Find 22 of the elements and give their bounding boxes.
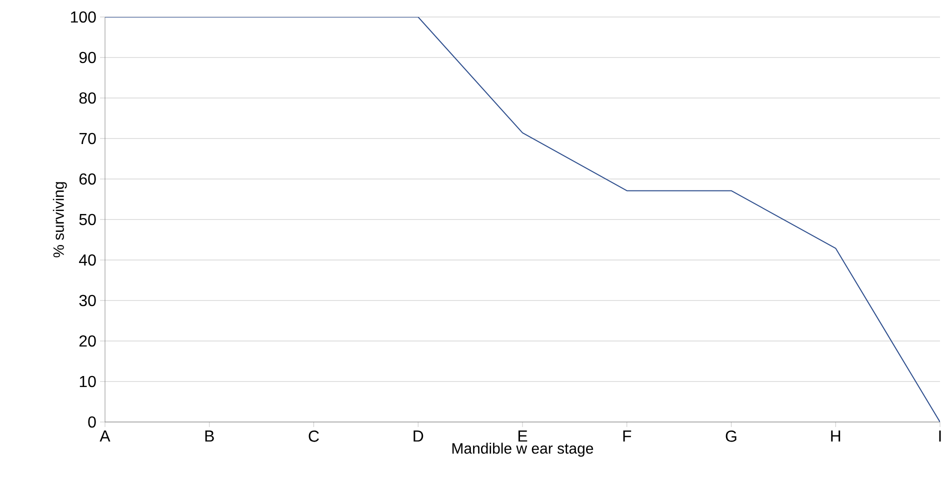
x-tick-label: G	[726, 430, 736, 442]
x-tick-label: B	[205, 430, 214, 442]
x-tick-label: D	[414, 430, 424, 442]
y-tick-label: 80	[79, 92, 96, 104]
x-axis-title: Mandible w ear stage	[452, 442, 594, 457]
x-tick-label: A	[100, 430, 110, 442]
x-tick-label: C	[308, 430, 319, 442]
y-tick-label: 60	[79, 173, 96, 185]
x-tick-label: E	[518, 430, 528, 442]
y-tick-label: 50	[79, 214, 96, 226]
x-tick-label: F	[623, 430, 632, 442]
y-tick-label: 0	[88, 416, 96, 428]
y-tick-label: 100	[70, 11, 96, 23]
y-tick-label: 10	[80, 376, 96, 388]
y-axis-title: % surviving	[52, 182, 67, 258]
x-tick-label: H	[831, 430, 840, 442]
y-tick-label: 20	[79, 335, 96, 347]
y-tick-label: 90	[79, 52, 96, 64]
y-tick-label: 40	[79, 254, 96, 266]
y-tick-label: 30	[79, 294, 96, 306]
y-tick-label: 70	[79, 132, 96, 144]
x-tick-label: I	[939, 430, 941, 442]
